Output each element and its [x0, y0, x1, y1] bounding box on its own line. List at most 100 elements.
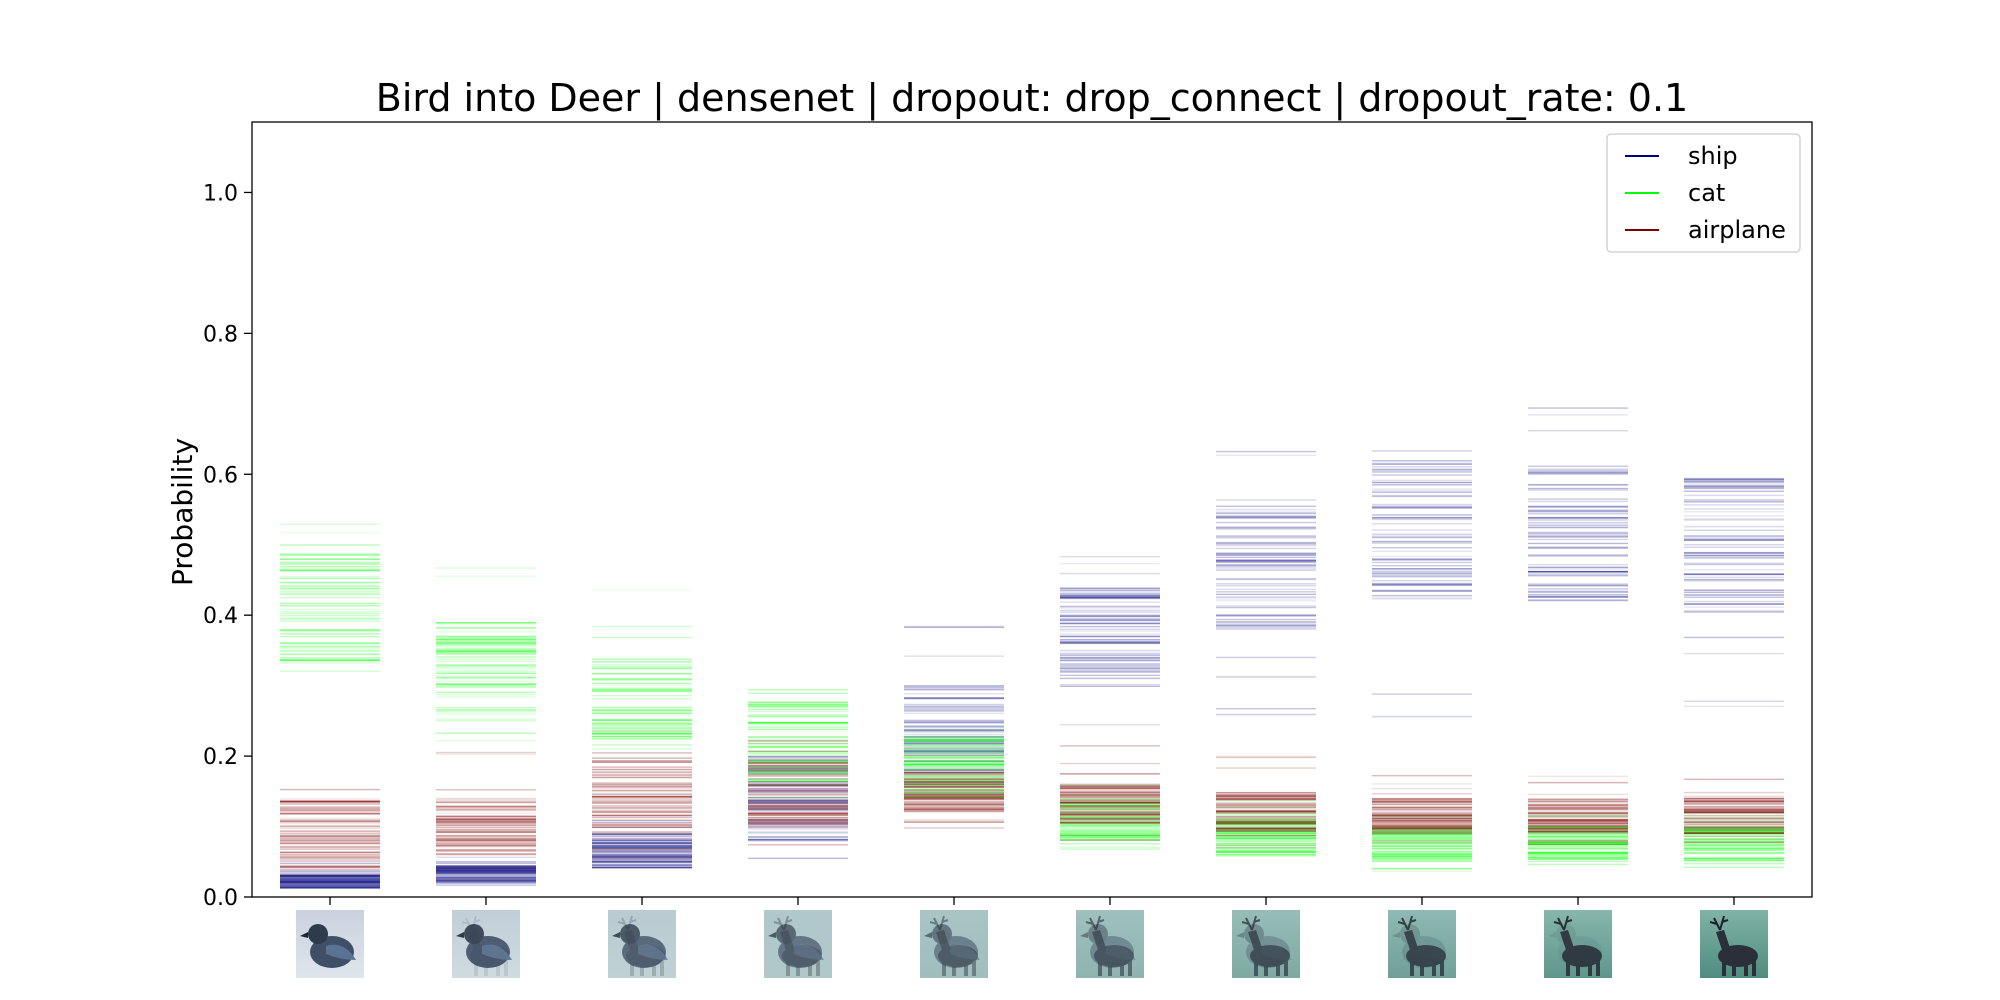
deer-leg — [972, 960, 976, 976]
legend-label-cat: cat — [1688, 179, 1725, 207]
deer-thumb — [617, 915, 666, 976]
chart-title: Bird into Deer | densenet | dropout: dro… — [376, 76, 1688, 121]
deer-leg — [340, 962, 344, 976]
deer-neck — [624, 930, 638, 950]
bird-beak — [768, 932, 776, 938]
bird-head — [308, 924, 328, 944]
deer-leg — [808, 962, 812, 976]
series-airplane — [280, 730, 1784, 876]
x-tick-image — [608, 910, 676, 978]
series-ship — [280, 407, 1784, 889]
deer-body — [470, 945, 510, 967]
bird-head — [620, 924, 640, 944]
bird-beak — [924, 932, 932, 938]
y-tick-label: 0.0 — [203, 886, 238, 911]
deer-antlers — [1085, 915, 1105, 931]
y-tick-label: 1.0 — [203, 181, 238, 206]
deer-body — [782, 945, 822, 967]
deer-leg — [1276, 962, 1280, 976]
x-tick-image — [1700, 910, 1768, 978]
deer-leg — [964, 962, 968, 976]
bird-wing — [482, 944, 512, 960]
y-tick-label: 0.2 — [203, 745, 238, 770]
bird-beak — [300, 932, 308, 938]
bird-wing — [950, 944, 980, 960]
deer-leg — [1752, 960, 1756, 976]
deer-leg — [318, 960, 322, 976]
deer-thumb — [1709, 915, 1758, 976]
x-tick-image — [1076, 910, 1144, 978]
deer-leg — [786, 960, 790, 976]
bird-wing — [638, 944, 668, 960]
deer-leg — [1744, 962, 1748, 976]
x-tick-image — [920, 910, 988, 978]
deer-antlers — [929, 915, 949, 931]
deer-leg — [1440, 960, 1444, 976]
deer-neck — [936, 930, 950, 950]
deer-leg — [474, 960, 478, 976]
x-tick-image — [1388, 910, 1456, 978]
legend: ship cat airplane — [1606, 133, 1801, 253]
deer-body — [1562, 945, 1602, 967]
deer-antlers — [1709, 915, 1729, 931]
deer-leg — [652, 962, 656, 976]
deer-leg — [348, 960, 352, 976]
deer-body — [626, 945, 666, 967]
deer-neck — [468, 930, 482, 950]
bird-beak — [1236, 932, 1244, 938]
deer-leg — [1420, 962, 1424, 976]
bird-thumb — [456, 924, 512, 968]
x-tick-image — [452, 910, 520, 978]
deer-leg — [1596, 960, 1600, 976]
deer-neck — [780, 930, 794, 950]
deer-body — [1250, 945, 1290, 967]
deer-thumb — [461, 915, 510, 976]
deer-neck — [1404, 930, 1418, 950]
deer-body — [1094, 945, 1134, 967]
deer-antlers — [1241, 915, 1261, 931]
deer-leg — [1120, 962, 1124, 976]
deer-neck — [1560, 930, 1574, 950]
y-axis: 0.0 0.2 0.4 0.6 0.8 1.0 — [203, 181, 252, 911]
deer-antlers — [1397, 915, 1417, 931]
deer-leg — [1588, 962, 1592, 976]
x-tick-image — [1544, 910, 1612, 978]
deer-leg — [1108, 962, 1112, 976]
bird-head — [776, 924, 796, 944]
bird-thumb — [612, 924, 668, 968]
bird-thumb — [924, 924, 980, 968]
deer-leg — [942, 960, 946, 976]
series-cat — [280, 523, 1784, 872]
deer-leg — [1566, 960, 1570, 976]
x-tick-image — [764, 910, 832, 978]
deer-thumb — [1553, 915, 1602, 976]
bird-wing — [794, 944, 824, 960]
deer-thumb — [929, 915, 978, 976]
bird-beak — [1392, 932, 1400, 938]
deer-body — [1406, 945, 1446, 967]
deer-neck — [1248, 930, 1262, 950]
deer-antlers — [461, 915, 481, 931]
deer-leg — [504, 960, 508, 976]
deer-thumb — [1241, 915, 1290, 976]
y-axis-label: Probability — [166, 438, 199, 586]
deer-leg — [816, 960, 820, 976]
deer-leg — [1410, 960, 1414, 976]
deer-leg — [1264, 962, 1268, 976]
deer-antlers — [617, 915, 637, 931]
deer-leg — [1284, 960, 1288, 976]
x-tick-image — [1232, 910, 1300, 978]
deer-leg — [496, 962, 500, 976]
bird-wing — [326, 944, 356, 960]
deer-leg — [1098, 960, 1102, 976]
deer-leg — [630, 960, 634, 976]
y-tick-label: 0.8 — [203, 322, 238, 347]
deer-neck — [1716, 930, 1730, 950]
plot-frame — [251, 121, 1813, 898]
x-axis — [296, 897, 1768, 978]
deer-leg — [640, 962, 644, 976]
y-tick-label: 0.4 — [203, 604, 238, 629]
deer-leg — [1722, 960, 1726, 976]
deer-body — [1718, 945, 1758, 967]
